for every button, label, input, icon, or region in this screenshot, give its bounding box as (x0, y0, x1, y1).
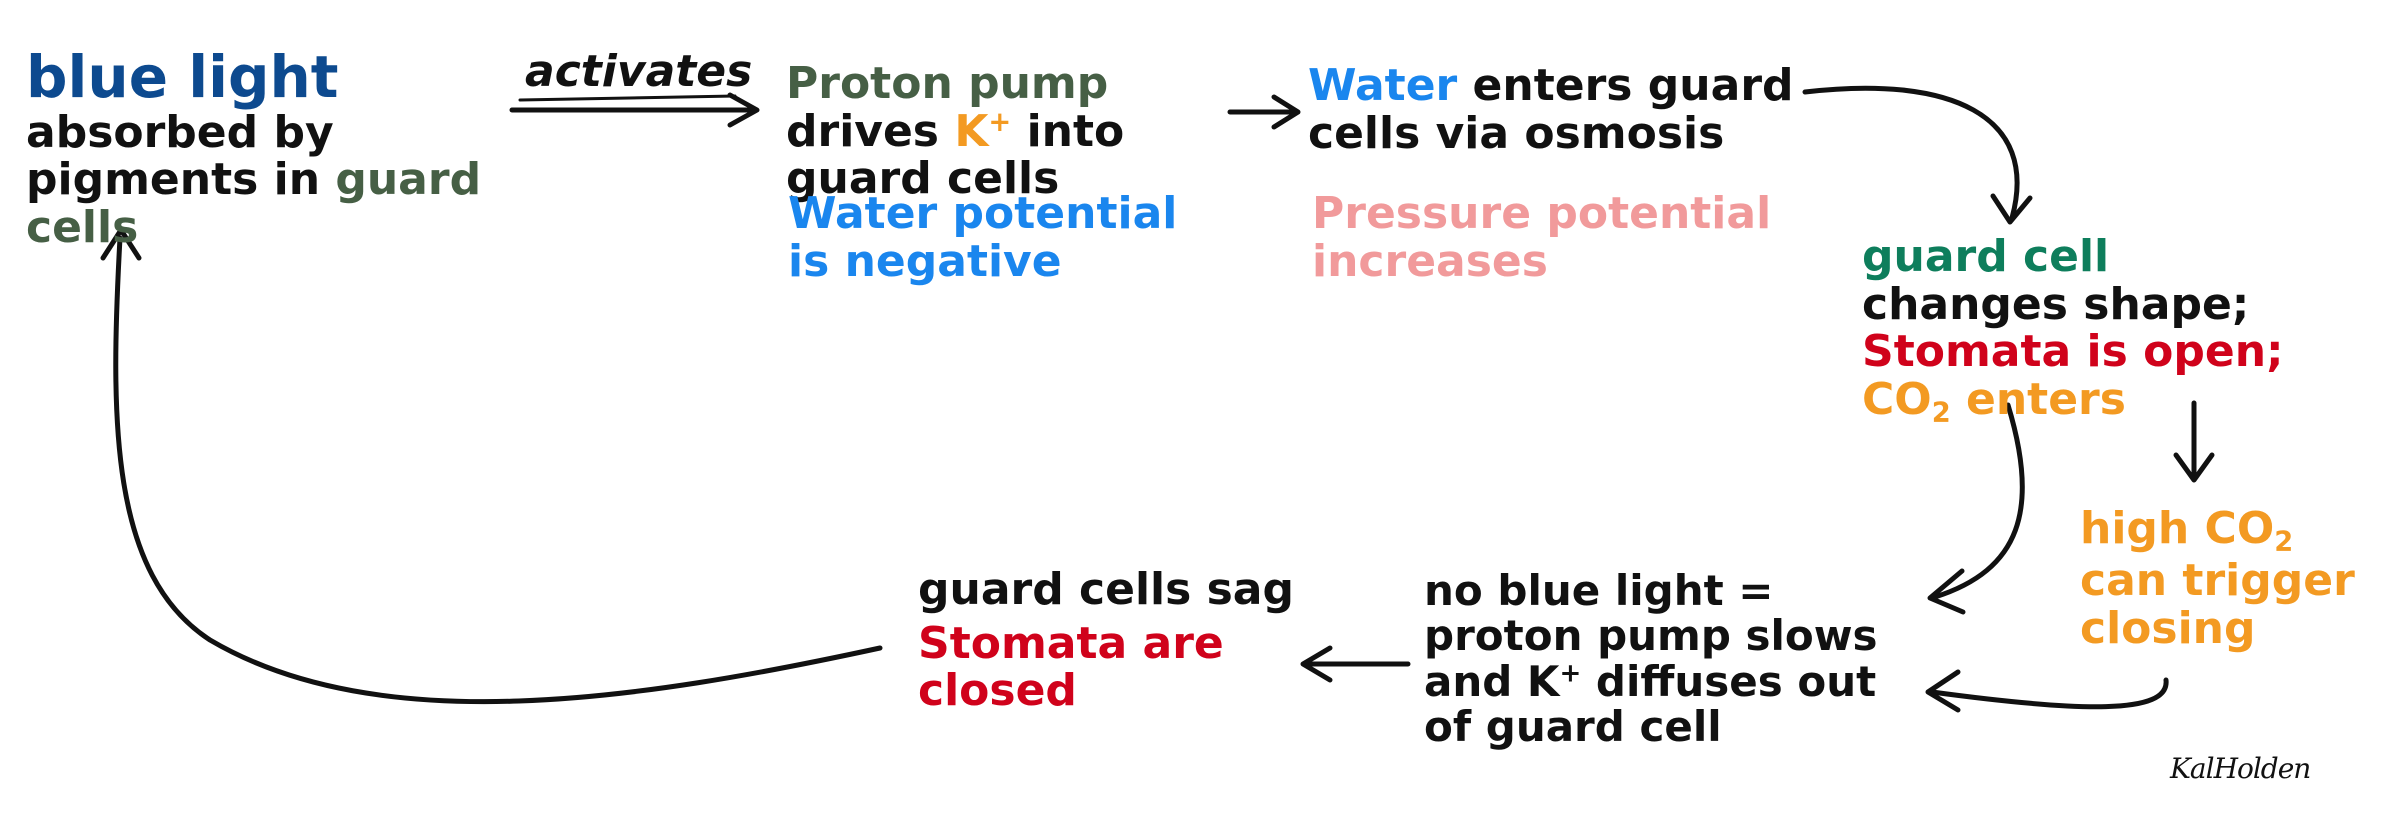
node-no-blue-light: no blue light = proton pump slows and K+… (1424, 566, 1878, 752)
potassium-ion: K+ (954, 105, 1012, 157)
arrowhead-water-to-shape (1990, 193, 2033, 225)
guard-cells-sag-text: guard cells sag (918, 564, 1294, 615)
arrowhead-sag-to-bluelight (100, 227, 142, 261)
arrow-water-to-shape (1802, 85, 2020, 221)
node-guard-cells-sag: guard cells sag Stomata are closed (918, 566, 1298, 715)
stomata-open-term: Stomata is open; (1862, 326, 2284, 378)
arrowhead-shape-to-nolight (1927, 568, 1966, 615)
proton-pump-text: drives (786, 105, 955, 157)
arrowhead-highco2-to-nolight (1925, 669, 1961, 713)
arrow-shape-to-nolight (1932, 402, 2025, 600)
blue-light-text: absorbed by pigments in (26, 106, 336, 206)
node-water-potential: Water potential is negative (788, 188, 1178, 287)
arrowhead-pump-to-water (1271, 94, 1301, 130)
node-water-enters: Water enters guard cells via osmosis (1308, 62, 1798, 157)
node-proton-pump: Proton pump drives K+ into guard cells (786, 60, 1226, 203)
guard-cells-term: guard cells (26, 154, 482, 253)
stomata-closed-term: Stomata are closed (918, 617, 1224, 717)
arrowhead-activates (727, 92, 760, 128)
arrow-sag-to-bluelight (113, 235, 883, 705)
arrowhead-nolight-to-sag (1300, 645, 1333, 683)
node-guard-cell-shape: guard cell changes shape; Stomata is ope… (1862, 233, 2322, 428)
node-pressure-potential: Pressure potential increases (1312, 188, 1772, 287)
blue-light-term: blue light (26, 43, 339, 111)
water-enters-text: enters guard cells via osmosis (1308, 60, 1794, 159)
changes-shape-text: changes shape; (1862, 278, 2250, 330)
arrow-highco2-to-nolight (1929, 677, 2169, 710)
proton-pump-term: Proton pump (786, 58, 1109, 109)
arrowhead-shape-to-highco2 (2173, 452, 2215, 483)
proton-pump-text-2: into guard cells (786, 105, 1125, 205)
edge-label-activates: activates (525, 46, 753, 97)
guard-cell-term: guard cell (1862, 231, 2110, 282)
water-term: Water (1308, 60, 1458, 111)
activates-underline (518, 94, 737, 102)
author-signature: KalHolden (2170, 752, 2311, 785)
node-high-co2: high CO2 can trigger closing (2080, 503, 2355, 654)
co2-enters-term: CO2 enters (1862, 373, 2126, 429)
node-blue-light: blue light absorbed by pigments in guard… (26, 46, 496, 251)
